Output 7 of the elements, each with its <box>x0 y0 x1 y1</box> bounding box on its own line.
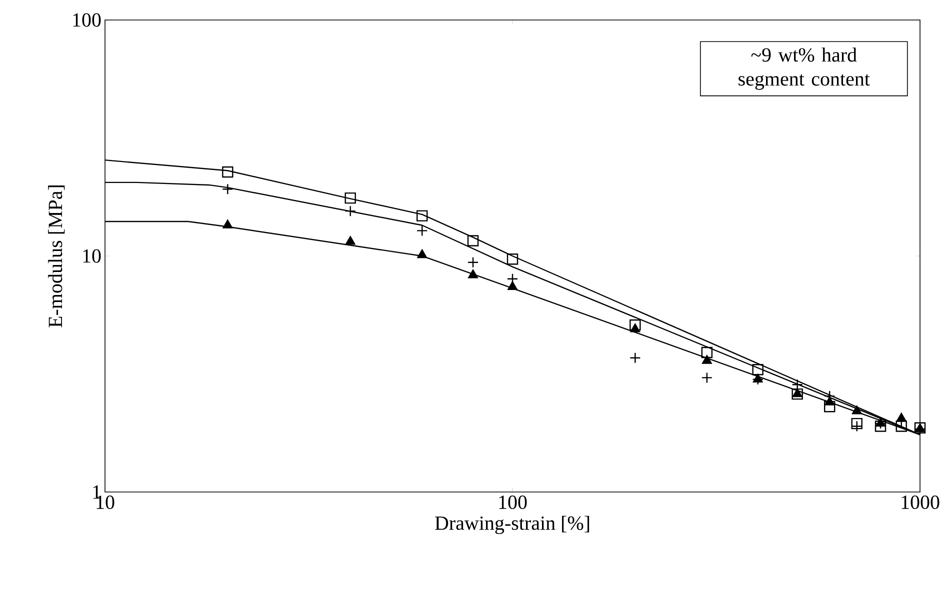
y-tick-label: 10 <box>83 249 101 263</box>
x-axis-title: Drawing-strain [%] <box>435 516 590 534</box>
y-tick-label: 100 <box>73 13 101 27</box>
y-axis-title: E-modulus [MPa] <box>48 186 65 328</box>
annotation: ~9 wt% hard segment content <box>738 48 870 90</box>
x-tick-label: 1000 <box>902 496 940 510</box>
x-tick-label: 100 <box>499 496 527 510</box>
